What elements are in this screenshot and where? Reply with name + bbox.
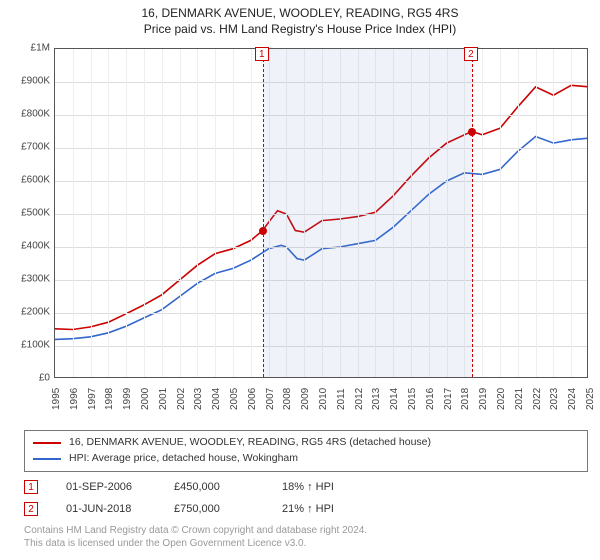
x-axis-tick: 2008 xyxy=(282,388,293,410)
sale-price: £750,000 xyxy=(174,503,254,515)
attribution: Contains HM Land Registry data © Crown c… xyxy=(24,524,588,550)
legend-item: 16, DENMARK AVENUE, WOODLEY, READING, RG… xyxy=(33,435,579,451)
marker-vline xyxy=(472,49,473,377)
x-axis-tick: 2025 xyxy=(585,388,596,410)
legend-item: HPI: Average price, detached house, Woki… xyxy=(33,451,579,467)
x-axis-tick: 2011 xyxy=(336,388,347,410)
chart-titles: 16, DENMARK AVENUE, WOODLEY, READING, RG… xyxy=(0,0,600,36)
x-axis-tick: 2000 xyxy=(140,388,151,410)
x-axis-tick: 2009 xyxy=(300,388,311,410)
y-axis-tick: £400K xyxy=(0,241,50,252)
chart-plot-area xyxy=(54,48,588,378)
x-axis-tick: 2019 xyxy=(478,388,489,410)
marker-vline xyxy=(263,49,264,377)
price-chart-container: { "title_line1": "16, DENMARK AVENUE, WO… xyxy=(0,0,600,560)
x-axis-tick: 2016 xyxy=(425,388,436,410)
y-axis-tick: £300K xyxy=(0,274,50,285)
x-axis-tick: 2004 xyxy=(211,388,222,410)
y-axis-tick: £0 xyxy=(0,373,50,384)
x-axis-tick: 2003 xyxy=(193,388,204,410)
x-axis-tick: 2012 xyxy=(354,388,365,410)
x-axis-tick: 2014 xyxy=(389,388,400,410)
x-axis-tick: 2005 xyxy=(229,388,240,410)
x-axis-tick: 2006 xyxy=(247,388,258,410)
x-axis-tick: 2018 xyxy=(460,388,471,410)
legend-swatch xyxy=(33,458,61,460)
marker-box: 1 xyxy=(255,47,269,61)
y-axis-tick: £900K xyxy=(0,76,50,87)
x-axis-tick: 1997 xyxy=(87,388,98,410)
x-axis-tick: 2024 xyxy=(567,388,578,410)
sale-date: 01-SEP-2006 xyxy=(66,481,146,493)
x-axis-tick: 2013 xyxy=(371,388,382,410)
x-axis-tick: 2022 xyxy=(532,388,543,410)
x-axis-tick: 2007 xyxy=(265,388,276,410)
shaded-date-range xyxy=(263,49,472,377)
attribution-line: This data is licensed under the Open Gov… xyxy=(24,537,588,550)
y-axis-tick: £200K xyxy=(0,307,50,318)
legend-label: 16, DENMARK AVENUE, WOODLEY, READING, RG… xyxy=(69,435,431,451)
x-axis-tick: 2023 xyxy=(549,388,560,410)
sale-rel: 18% ↑ HPI xyxy=(282,481,362,493)
x-axis-tick: 1996 xyxy=(69,388,80,410)
x-axis-tick: 2001 xyxy=(158,388,169,410)
sale-marker-box: 2 xyxy=(24,502,38,516)
attribution-line: Contains HM Land Registry data © Crown c… xyxy=(24,524,588,537)
legend-label: HPI: Average price, detached house, Woki… xyxy=(69,451,298,467)
y-axis-tick: £700K xyxy=(0,142,50,153)
chart-subtitle: Price paid vs. HM Land Registry's House … xyxy=(0,22,600,36)
x-axis-tick: 2021 xyxy=(514,388,525,410)
x-axis-tick: 1995 xyxy=(51,388,62,410)
chart-title: 16, DENMARK AVENUE, WOODLEY, READING, RG… xyxy=(0,6,600,20)
y-axis-tick: £500K xyxy=(0,208,50,219)
x-axis-tick: 2002 xyxy=(176,388,187,410)
legend: 16, DENMARK AVENUE, WOODLEY, READING, RG… xyxy=(24,430,588,472)
sale-row: 1 01-SEP-2006 £450,000 18% ↑ HPI xyxy=(24,480,588,494)
sale-rel: 21% ↑ HPI xyxy=(282,503,362,515)
x-axis-tick: 1999 xyxy=(122,388,133,410)
y-axis-tick: £600K xyxy=(0,175,50,186)
x-axis-tick: 1998 xyxy=(104,388,115,410)
y-axis-tick: £1M xyxy=(0,43,50,54)
y-axis-tick: £100K xyxy=(0,340,50,351)
sale-marker-box: 1 xyxy=(24,480,38,494)
marker-dot xyxy=(259,227,267,235)
x-axis-tick: 2020 xyxy=(496,388,507,410)
y-axis-tick: £800K xyxy=(0,109,50,120)
x-axis-tick: 2017 xyxy=(443,388,454,410)
sale-price: £450,000 xyxy=(174,481,254,493)
x-axis-tick: 2010 xyxy=(318,388,329,410)
x-axis-tick: 2015 xyxy=(407,388,418,410)
sale-row: 2 01-JUN-2018 £750,000 21% ↑ HPI xyxy=(24,502,588,516)
legend-swatch xyxy=(33,442,61,444)
sale-date: 01-JUN-2018 xyxy=(66,503,146,515)
marker-box: 2 xyxy=(464,47,478,61)
marker-dot xyxy=(468,128,476,136)
chart-footer: 16, DENMARK AVENUE, WOODLEY, READING, RG… xyxy=(24,430,588,550)
